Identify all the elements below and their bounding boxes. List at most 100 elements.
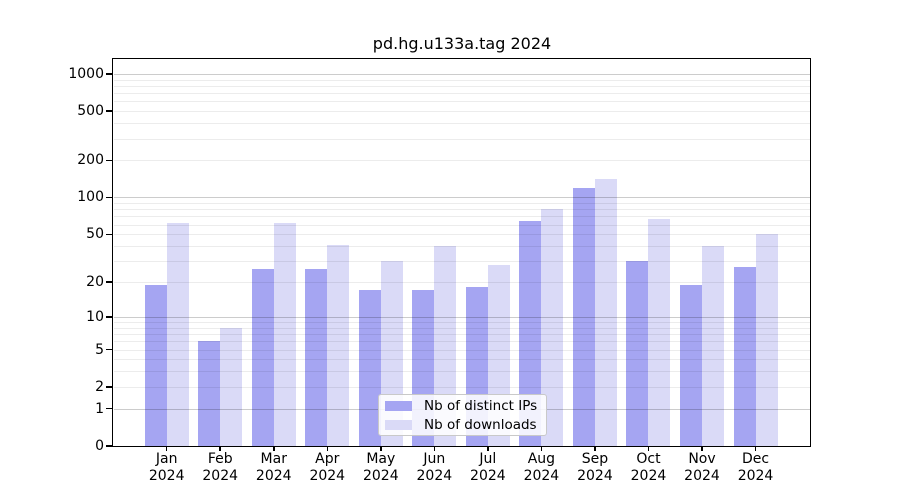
x-tick-label: Nov 2024 (684, 451, 720, 484)
y-tick-mark (106, 233, 113, 235)
y-tick-label: 200 (77, 152, 104, 169)
gridline-minor (114, 111, 810, 113)
y-tick-label: 0 (95, 438, 104, 454)
bar-distinct-ips (626, 261, 649, 446)
bar-downloads (220, 327, 243, 446)
bar-distinct-ips (305, 268, 328, 446)
x-tick-label: Jul 2024 (470, 451, 506, 484)
bar-distinct-ips (572, 187, 595, 446)
gridline-minor (114, 101, 810, 103)
x-tick-mark (701, 446, 703, 451)
bar-distinct-ips (358, 290, 381, 446)
legend-swatch-downloads (385, 419, 412, 430)
y-tick-mark (106, 348, 113, 351)
gridline-minor (114, 282, 810, 284)
gridline-minor (114, 123, 810, 125)
bar-distinct-ips (733, 266, 756, 446)
x-tick-mark (219, 446, 221, 451)
gridline-minor (114, 371, 810, 373)
gridline-minor (114, 334, 810, 336)
bar-distinct-ips (519, 221, 542, 446)
y-tick-mark (106, 110, 113, 112)
chart-title: pd.hg.u133a.tag 2024 (372, 34, 552, 53)
gridline-minor (114, 386, 810, 388)
gridline-minor (114, 85, 810, 87)
x-tick-label: Oct 2024 (630, 451, 667, 484)
gridline-major (114, 73, 810, 75)
bar-distinct-ips (680, 284, 702, 446)
y-tick-mark (106, 445, 113, 447)
gridline-minor (114, 79, 810, 81)
x-tick-mark (647, 446, 650, 451)
bar-downloads (166, 222, 189, 446)
x-tick-mark (487, 446, 489, 451)
x-tick-mark (754, 446, 757, 451)
y-tick-label: 1 (95, 400, 104, 417)
bar-downloads (755, 234, 778, 446)
gridline-minor (114, 234, 810, 236)
gridline-minor (114, 327, 810, 329)
gridline-minor (114, 93, 810, 95)
y-tick-mark (106, 407, 113, 410)
y-tick-label: 500 (77, 103, 104, 120)
y-tick-label: 20 (86, 274, 104, 291)
x-tick-mark (594, 446, 596, 451)
x-tick-mark (433, 446, 436, 451)
bar-distinct-ips (198, 341, 221, 446)
bar-distinct-ips (144, 284, 167, 446)
bar-downloads (273, 222, 296, 446)
x-tick-label: Sep 2024 (577, 451, 613, 484)
gridline-major (114, 316, 810, 318)
bar-downloads (702, 246, 724, 446)
y-tick-label: 1000 (68, 65, 104, 82)
bar-downloads (327, 244, 350, 446)
legend: Nb of distinct IPs Nb of downloads (378, 394, 547, 436)
y-tick-mark (106, 159, 113, 162)
gridline-minor (114, 160, 810, 162)
bar-distinct-ips (251, 268, 274, 446)
x-tick-label: Jun 2024 (416, 451, 453, 484)
x-tick-mark (165, 446, 168, 451)
gridline-minor (114, 209, 810, 211)
legend-item: Nb of distinct IPs (385, 398, 538, 414)
y-tick-label: 2 (95, 378, 104, 395)
x-tick-label: Mar 2024 (255, 451, 292, 484)
y-tick-label: 10 (86, 308, 104, 325)
x-tick-label: Feb 2024 (202, 451, 239, 484)
y-tick-label: 5 (95, 341, 104, 358)
x-tick-label: Dec 2024 (737, 451, 774, 484)
gridline-minor (114, 203, 810, 205)
bar-downloads (541, 209, 564, 446)
x-tick-mark (326, 446, 329, 451)
gridline-minor (114, 261, 810, 263)
legend-label-distinct-ips: Nb of distinct IPs (424, 397, 538, 414)
bar-downloads (648, 218, 671, 446)
y-tick-label: 50 (86, 226, 104, 243)
x-tick-label: Apr 2024 (309, 451, 346, 484)
legend-label-downloads: Nb of downloads (424, 416, 537, 433)
y-tick-mark (106, 386, 113, 388)
y-tick-mark (106, 73, 113, 75)
bar-downloads (594, 179, 617, 446)
plot-area (114, 60, 810, 446)
legend-swatch-distinct-ips (385, 400, 412, 411)
y-tick-label: 100 (77, 189, 104, 206)
gridline-minor (114, 341, 810, 343)
y-tick-mark (106, 316, 113, 318)
gridline-minor (114, 224, 810, 226)
gridline-minor (114, 349, 810, 351)
x-tick-label: May 2024 (362, 451, 399, 484)
legend-item: Nb of downloads (385, 417, 538, 433)
x-tick-mark (540, 446, 543, 451)
gridline-minor (114, 138, 810, 140)
gridline-minor (114, 246, 810, 248)
gridline-minor (114, 216, 810, 218)
gridline-major (114, 197, 810, 199)
gridline-minor (114, 359, 810, 361)
gridline-minor (114, 322, 810, 323)
x-tick-mark (380, 446, 382, 451)
y-tick-mark (106, 281, 113, 283)
x-tick-label: Jan 2024 (148, 451, 185, 484)
y-tick-mark (106, 196, 113, 199)
